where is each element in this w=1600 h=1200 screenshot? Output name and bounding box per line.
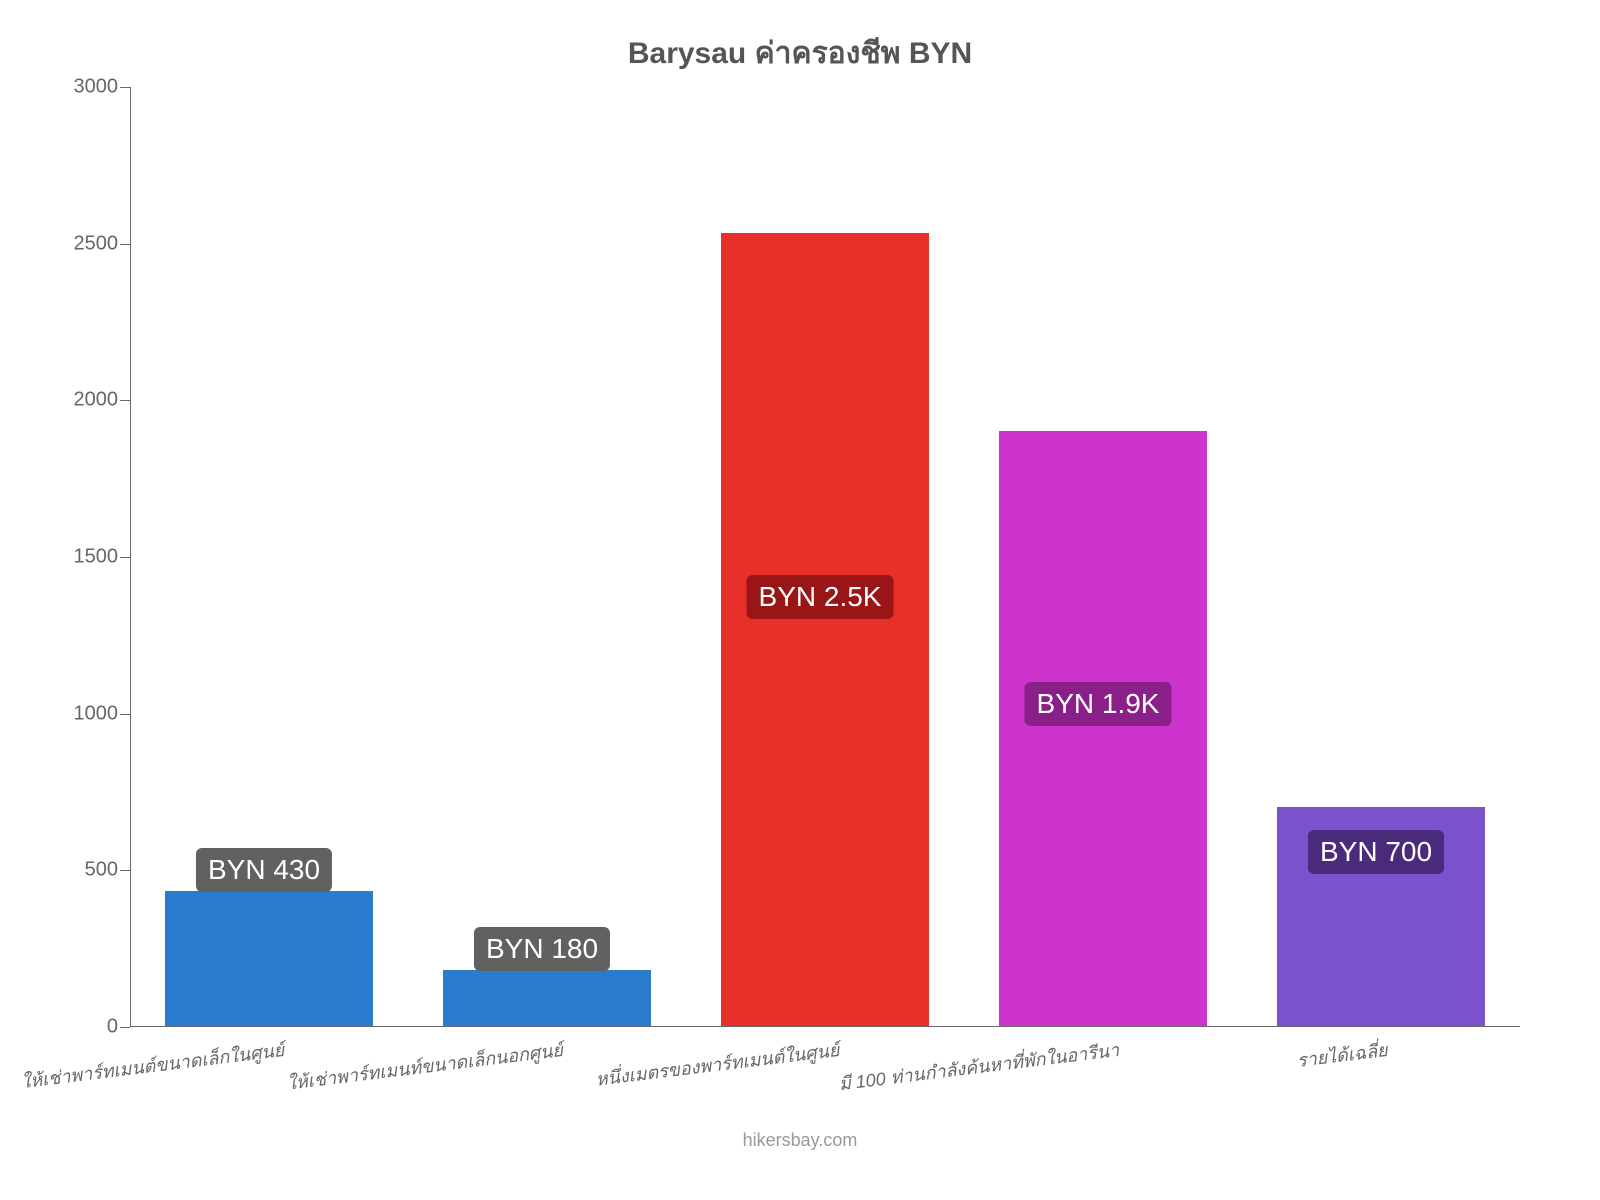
plot-area: 050010001500200025003000BYN 430ให้เช่าพา…	[130, 87, 1520, 1027]
y-tick-label: 0	[107, 1016, 118, 1039]
y-tick	[120, 714, 130, 715]
x-axis	[130, 1026, 1520, 1027]
bar	[443, 970, 652, 1026]
footer-attribution: hikersbay.com	[0, 1130, 1600, 1151]
y-tick	[120, 400, 130, 401]
y-tick-label: 1000	[74, 702, 119, 725]
y-tick-label: 3000	[74, 76, 119, 99]
y-tick	[120, 244, 130, 245]
bar-value-label: BYN 180	[474, 927, 610, 971]
y-tick	[120, 87, 130, 88]
x-tick-label: หนึ่งเมตรของพาร์ทเมนต์ในศูนย์	[594, 1035, 841, 1094]
bar-value-label: BYN 700	[1308, 830, 1444, 874]
bar-value-label: BYN 1.9K	[1025, 682, 1172, 726]
x-tick-label: รายได้เฉลี่ย	[1295, 1035, 1389, 1075]
bar	[165, 891, 374, 1026]
y-tick	[120, 1027, 130, 1028]
y-tick-label: 500	[85, 859, 118, 882]
y-tick	[120, 870, 130, 871]
y-tick-label: 2000	[74, 389, 119, 412]
x-tick-label: มี 100 ท่านกำลังค้นหาที่พักในอารีนา	[837, 1035, 1120, 1098]
x-tick-label: ให้เช่าพาร์ทเมนท์ขนาดเล็กนอกศูนย์	[285, 1035, 564, 1098]
bar	[721, 233, 930, 1026]
bar-value-label: BYN 430	[196, 848, 332, 892]
x-tick-label: ให้เช่าพาร์ทเมนต์ขนาดเล็กในศูนย์	[20, 1035, 286, 1096]
y-tick-label: 2500	[74, 232, 119, 255]
bar	[999, 431, 1208, 1026]
y-tick-label: 1500	[74, 546, 119, 569]
chart-container: Barysau ค่าครองชีพ BYN 05001000150020002…	[60, 30, 1540, 1070]
y-axis	[130, 87, 131, 1027]
chart-title: Barysau ค่าครองชีพ BYN	[60, 30, 1540, 77]
bar-value-label: BYN 2.5K	[747, 575, 894, 619]
y-tick	[120, 557, 130, 558]
